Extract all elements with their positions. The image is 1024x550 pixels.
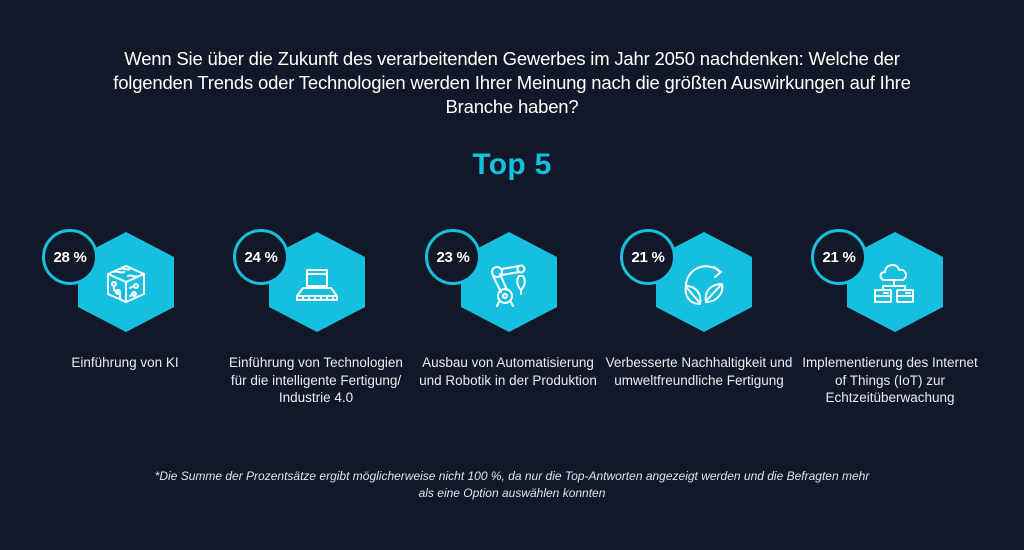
percentage-badge: 28 % [42,229,98,285]
result-item: 23 % Ausbau von Automatisierung und Robo… [413,228,603,448]
result-item: 21 % Verbesserte Nachhaltigkeit und umwe… [604,228,794,448]
item-label: Implementierung des Internet of Things (… [802,355,978,405]
item-label: Verbesserte Nachhaltigkeit und umweltfre… [605,355,793,388]
top5-heading: Top 5 [472,148,552,181]
percentage-badge: 21 % [620,229,676,285]
robot-arm-icon [491,264,526,307]
percentage-badge: 24 % [233,229,289,285]
item-label: Ausbau von Automatisierung und Robotik i… [419,355,597,388]
footnote: *Die Summe der Prozentsätze ergibt mögli… [154,469,870,500]
result-item: 24 % Einführung von Technologien für die… [221,228,411,448]
ai-cube-icon [107,265,145,303]
item-label: Einführung von Technologien für die inte… [229,355,403,405]
conveyor-box-icon [296,269,338,301]
leaves-cycle-icon [684,265,724,305]
result-item: 21 % Implementierung des Internet of Thi… [795,228,985,448]
item-label: Einführung von KI [71,355,179,370]
percentage-badge: 21 % [811,229,867,285]
percentage-badge: 23 % [425,229,481,285]
cloud-network-icon [874,264,914,303]
result-item: 28 % Einführung von KI [30,228,220,448]
survey-question: Wenn Sie über die Zukunft des verarbeite… [113,48,911,117]
